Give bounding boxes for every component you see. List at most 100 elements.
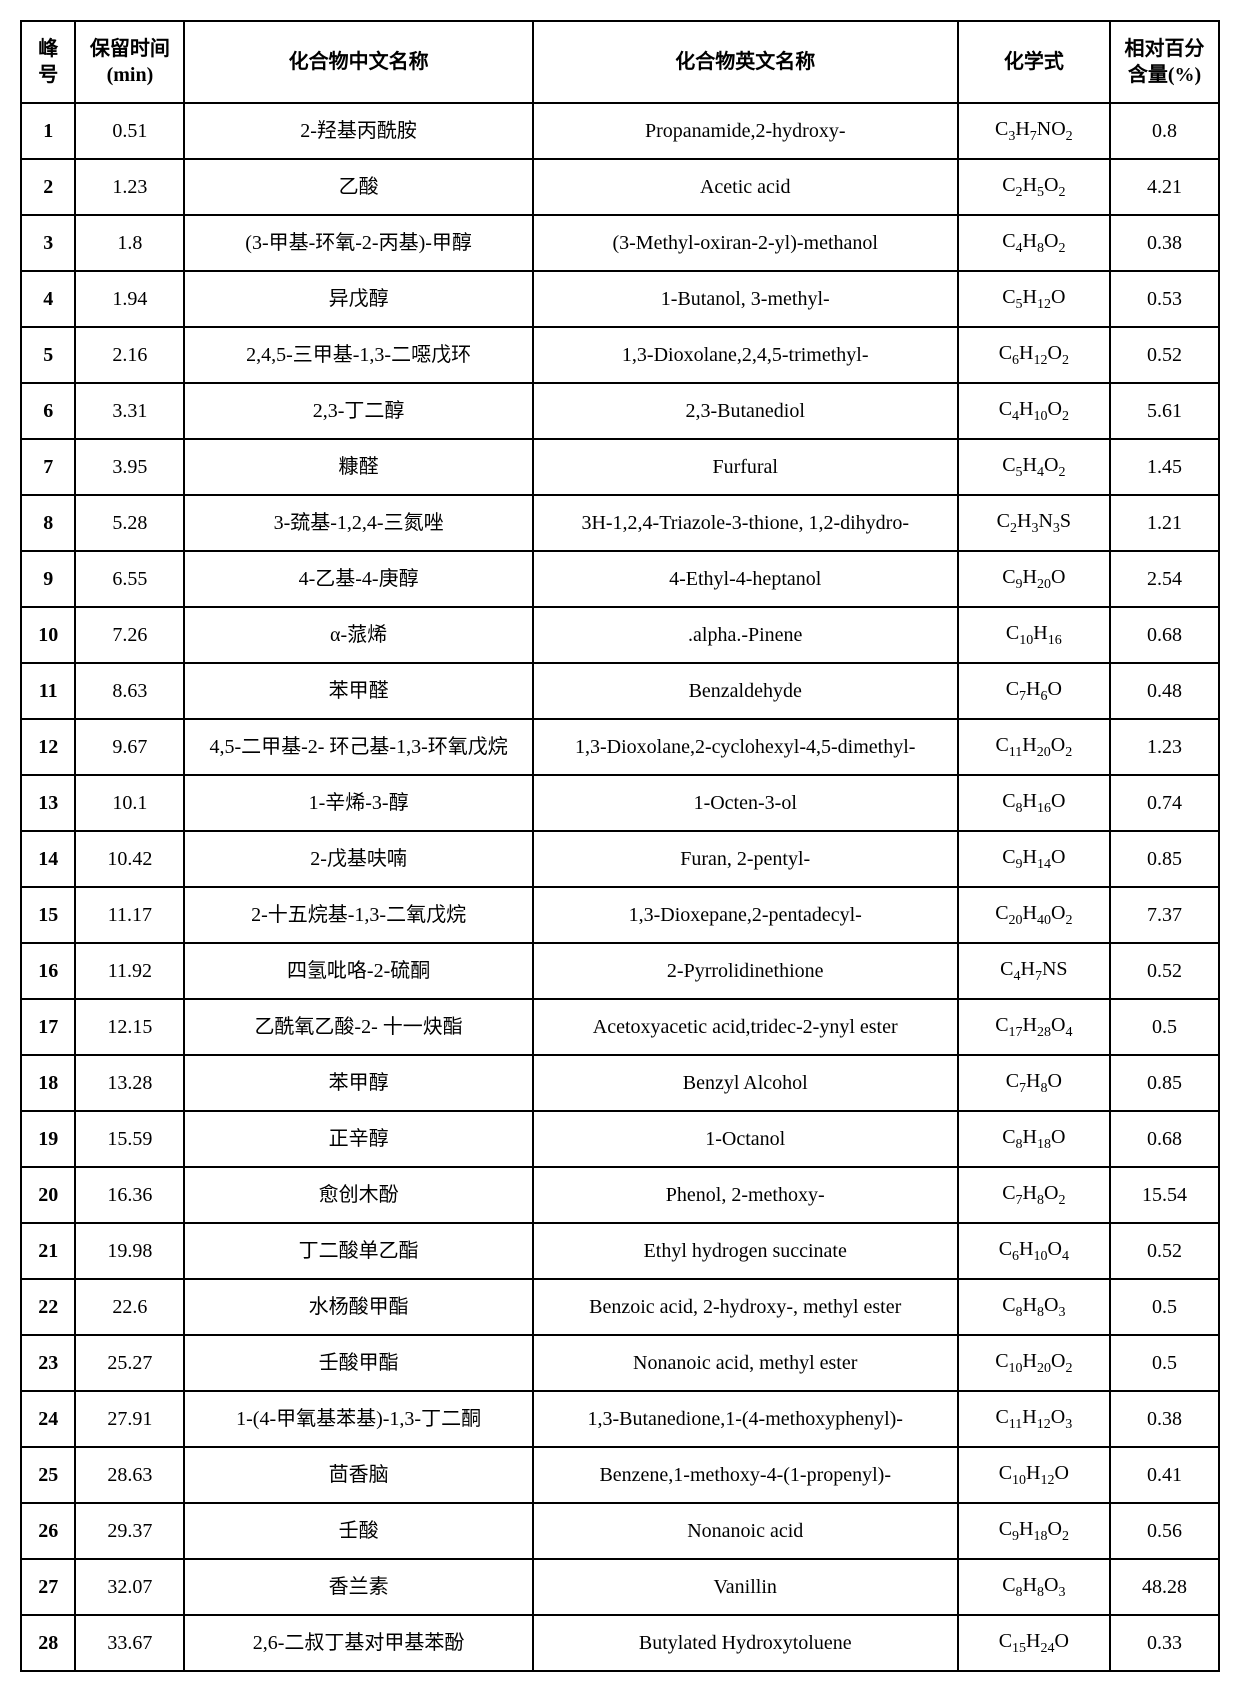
cell-rt: 27.91 — [75, 1391, 184, 1447]
cell-formula: C10H16 — [958, 607, 1110, 663]
cell-en: Benzoic acid, 2-hydroxy-, methyl ester — [533, 1279, 958, 1335]
cell-cn: 四氢吡咯-2-硫酮 — [184, 943, 533, 999]
cell-pct: 0.48 — [1110, 663, 1219, 719]
cell-en: Nonanoic acid — [533, 1503, 958, 1559]
cell-cn: 乙酸 — [184, 159, 533, 215]
cell-peak: 11 — [21, 663, 75, 719]
cell-formula: C8H18O — [958, 1111, 1110, 1167]
cell-pct: 1.23 — [1110, 719, 1219, 775]
cell-peak: 16 — [21, 943, 75, 999]
cell-rt: 3.31 — [75, 383, 184, 439]
cell-rt: 19.98 — [75, 1223, 184, 1279]
cell-peak: 10 — [21, 607, 75, 663]
cell-peak: 3 — [21, 215, 75, 271]
table-row: 2732.07香兰素VanillinC8H8O348.28 — [21, 1559, 1219, 1615]
cell-rt: 16.36 — [75, 1167, 184, 1223]
cell-cn: 2,4,5-三甲基-1,3-二噁戊环 — [184, 327, 533, 383]
cell-pct: 0.68 — [1110, 607, 1219, 663]
cell-pct: 0.38 — [1110, 215, 1219, 271]
cell-en: 1-Octen-3-ol — [533, 775, 958, 831]
cell-pct: 0.52 — [1110, 943, 1219, 999]
cell-pct: 0.56 — [1110, 1503, 1219, 1559]
table-row: 118.63苯甲醛BenzaldehydeC7H6O0.48 — [21, 663, 1219, 719]
cell-formula: C4H8O2 — [958, 215, 1110, 271]
cell-pct: 4.21 — [1110, 159, 1219, 215]
cell-cn: 水杨酸甲酯 — [184, 1279, 533, 1335]
table-row: 96.554-乙基-4-庚醇4-Ethyl-4-heptanolC9H20O2.… — [21, 551, 1219, 607]
cell-pct: 0.68 — [1110, 1111, 1219, 1167]
compounds-table: 峰号 保留时间(min) 化合物中文名称 化合物英文名称 化学式 相对百分含量(… — [20, 20, 1220, 1672]
cell-rt: 32.07 — [75, 1559, 184, 1615]
cell-peak: 8 — [21, 495, 75, 551]
cell-cn: 2-羟基丙酰胺 — [184, 103, 533, 159]
table-row: 41.94异戊醇1-Butanol, 3-methyl-C5H12O0.53 — [21, 271, 1219, 327]
cell-formula: C5H4O2 — [958, 439, 1110, 495]
cell-rt: 10.1 — [75, 775, 184, 831]
cell-en: 1,3-Dioxolane,2,4,5-trimethyl- — [533, 327, 958, 383]
table-row: 1813.28苯甲醇Benzyl AlcoholC7H8O0.85 — [21, 1055, 1219, 1111]
cell-cn: 2,6-二叔丁基对甲基苯酚 — [184, 1615, 533, 1671]
cell-cn: α-蒎烯 — [184, 607, 533, 663]
cell-peak: 18 — [21, 1055, 75, 1111]
cell-rt: 9.67 — [75, 719, 184, 775]
cell-en: Ethyl hydrogen succinate — [533, 1223, 958, 1279]
cell-formula: C17H28O4 — [958, 999, 1110, 1055]
cell-peak: 5 — [21, 327, 75, 383]
cell-pct: 48.28 — [1110, 1559, 1219, 1615]
cell-formula: C7H8O — [958, 1055, 1110, 1111]
cell-cn: 正辛醇 — [184, 1111, 533, 1167]
col-cn: 化合物中文名称 — [184, 21, 533, 103]
cell-en: Nonanoic acid, methyl ester — [533, 1335, 958, 1391]
cell-cn: 4,5-二甲基-2- 环己基-1,3-环氧戊烷 — [184, 719, 533, 775]
cell-formula: C8H8O3 — [958, 1559, 1110, 1615]
cell-rt: 1.94 — [75, 271, 184, 327]
cell-en: Acetoxyacetic acid,tridec-2-ynyl ester — [533, 999, 958, 1055]
table-row: 2629.37壬酸Nonanoic acidC9H18O20.56 — [21, 1503, 1219, 1559]
cell-formula: C20H40O2 — [958, 887, 1110, 943]
cell-rt: 6.55 — [75, 551, 184, 607]
col-peak: 峰号 — [21, 21, 75, 103]
cell-en: 1,3-Butanedione,1-(4-methoxyphenyl)- — [533, 1391, 958, 1447]
cell-peak: 6 — [21, 383, 75, 439]
col-pct: 相对百分含量(%) — [1110, 21, 1219, 103]
cell-cn: 愈创木酚 — [184, 1167, 533, 1223]
cell-en: Propanamide,2-hydroxy- — [533, 103, 958, 159]
cell-pct: 1.21 — [1110, 495, 1219, 551]
cell-peak: 21 — [21, 1223, 75, 1279]
cell-formula: C8H8O3 — [958, 1279, 1110, 1335]
cell-cn: 2-十五烷基-1,3-二氧戊烷 — [184, 887, 533, 943]
cell-cn: 2,3-丁二醇 — [184, 383, 533, 439]
cell-pct: 0.38 — [1110, 1391, 1219, 1447]
table-row: 2528.63茴香脑Benzene,1-methoxy-4-(1-propeny… — [21, 1447, 1219, 1503]
cell-peak: 14 — [21, 831, 75, 887]
cell-peak: 19 — [21, 1111, 75, 1167]
cell-cn: (3-甲基-环氧-2-丙基)-甲醇 — [184, 215, 533, 271]
cell-peak: 25 — [21, 1447, 75, 1503]
cell-peak: 12 — [21, 719, 75, 775]
cell-en: Butylated Hydroxytoluene — [533, 1615, 958, 1671]
cell-pct: 0.5 — [1110, 1279, 1219, 1335]
table-header: 峰号 保留时间(min) 化合物中文名称 化合物英文名称 化学式 相对百分含量(… — [21, 21, 1219, 103]
cell-rt: 29.37 — [75, 1503, 184, 1559]
cell-en: 2,3-Butanediol — [533, 383, 958, 439]
table-row: 21.23乙酸Acetic acidC2H5O24.21 — [21, 159, 1219, 215]
cell-en: 1,3-Dioxepane,2-pentadecyl- — [533, 887, 958, 943]
cell-pct: 0.5 — [1110, 999, 1219, 1055]
cell-cn: 茴香脑 — [184, 1447, 533, 1503]
cell-cn: 丁二酸单乙酯 — [184, 1223, 533, 1279]
table-row: 1310.11-辛烯-3-醇1-Octen-3-olC8H16O0.74 — [21, 775, 1219, 831]
cell-pct: 0.52 — [1110, 327, 1219, 383]
table-row: 85.283-巯基-1,2,4-三氮唑3H-1,2,4-Triazole-3-t… — [21, 495, 1219, 551]
cell-rt: 1.8 — [75, 215, 184, 271]
cell-pct: 0.85 — [1110, 831, 1219, 887]
cell-rt: 11.17 — [75, 887, 184, 943]
cell-formula: C10H12O — [958, 1447, 1110, 1503]
cell-formula: C9H20O — [958, 551, 1110, 607]
cell-peak: 1 — [21, 103, 75, 159]
cell-rt: 1.23 — [75, 159, 184, 215]
cell-en: 1-Butanol, 3-methyl- — [533, 271, 958, 327]
cell-pct: 0.52 — [1110, 1223, 1219, 1279]
col-formula: 化学式 — [958, 21, 1110, 103]
cell-rt: 13.28 — [75, 1055, 184, 1111]
cell-cn: 2-戊基呋喃 — [184, 831, 533, 887]
